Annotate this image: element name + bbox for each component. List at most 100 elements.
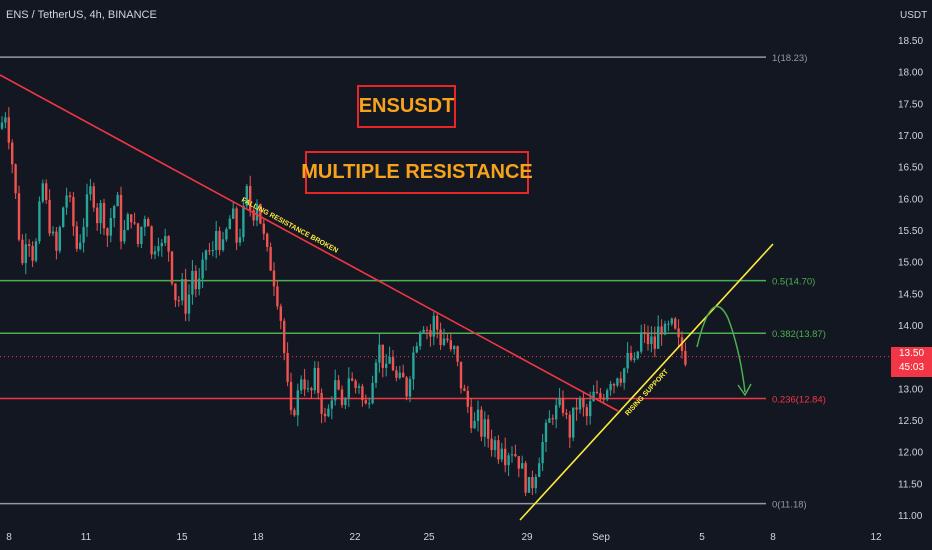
candle-body [184,279,187,314]
candle-body [211,250,214,252]
candle-body [208,250,211,252]
candle-body [34,241,38,261]
candle-body [463,388,466,391]
candle-body [283,320,286,354]
candle-body [75,226,78,249]
candle-body [456,346,459,362]
candle-body [493,440,497,451]
candle-body [198,278,201,290]
candle-body [643,332,646,334]
candle-body [269,246,272,271]
candle-body [133,222,136,224]
candle-body [150,226,153,255]
candle-body [429,330,432,337]
candle-body [555,405,558,420]
candle-body [136,223,140,245]
candle-body [623,368,626,383]
candle-body [646,333,650,345]
candle-body [204,250,208,260]
symbol-label[interactable]: ENS / TetherUS, 4h, BINANCE [6,9,157,21]
rising-support-line [519,243,774,521]
candle-body [500,448,503,460]
candle-body [72,197,75,227]
candle-body [504,448,507,466]
candle-body [215,230,218,251]
candle-body [653,336,656,349]
x-tick-label: 22 [349,532,361,543]
candle-body [235,208,238,243]
candle-body [364,400,367,404]
x-tick-label: Sep [592,532,610,543]
candle-body [490,438,493,451]
candle-body [340,389,344,406]
candle-body [368,403,371,405]
candle-body [249,185,252,211]
x-tick-label: 8 [6,532,12,543]
candle-body [636,351,639,359]
candle-body [320,392,323,414]
axes: USDT 18.50 18.00 17.50 17.00 16.50 16.00 15.50 1… [0,10,927,543]
candle-body [279,306,282,321]
candle-body [28,244,31,247]
candle-body [194,270,197,290]
candle-body [524,463,527,493]
candle-body [48,199,51,234]
candle-body [334,380,337,401]
candle-body [232,208,235,219]
candle-body [405,377,408,397]
candle-body [425,329,429,331]
candle-body [51,231,55,234]
x-tick-label: 12 [870,532,882,543]
y-tick-label: 15.50 [898,226,923,237]
candle-body [606,390,609,400]
fib-level-label: 0.5(14.70) [772,277,815,288]
candle-body [476,409,480,421]
candle-body [347,378,350,398]
candle-body [266,233,269,247]
candle-body [436,315,439,330]
current-price-tag: 13.50 45:03 [891,347,932,377]
candle-body [595,391,599,394]
candle-body [17,193,21,240]
candle-body [164,236,167,243]
candle-body [344,397,347,406]
candle-body [538,463,541,477]
candle-body [58,227,61,251]
candle-body [667,323,670,325]
candle-body [65,195,68,208]
candle-body [561,398,565,413]
candle-body [473,420,476,429]
candle-body [585,407,588,417]
candle-body [640,332,643,352]
candle-body [514,454,517,457]
candle-body [619,378,622,383]
chart-subtitle: MULTIPLE RESISTANCE [301,151,533,194]
candle-body [357,386,361,388]
candle-body [259,203,262,224]
candle-body [106,228,109,236]
x-tick-label: 29 [521,532,533,543]
candle-body [592,391,595,402]
candle-body [578,398,582,410]
candle-body [85,194,89,227]
candle-body [157,246,160,252]
y-tick-label: 16.50 [898,163,923,174]
candle-body [11,142,14,165]
candle-body [395,370,398,378]
candle-body [252,210,255,221]
candle-body [361,386,364,401]
candle-body [507,455,510,466]
candle-body [228,218,231,230]
projection-arrowhead [737,383,752,397]
candle-body [160,242,163,247]
candle-body [381,344,384,368]
x-tick-label: 15 [176,532,188,543]
candle-body [402,372,405,378]
projection-arrow [696,306,746,393]
candle-body [544,422,548,443]
candle-body [677,328,680,338]
candle-body [300,379,303,391]
candle-body [354,380,357,388]
y-tick-label: 15.00 [898,258,923,269]
